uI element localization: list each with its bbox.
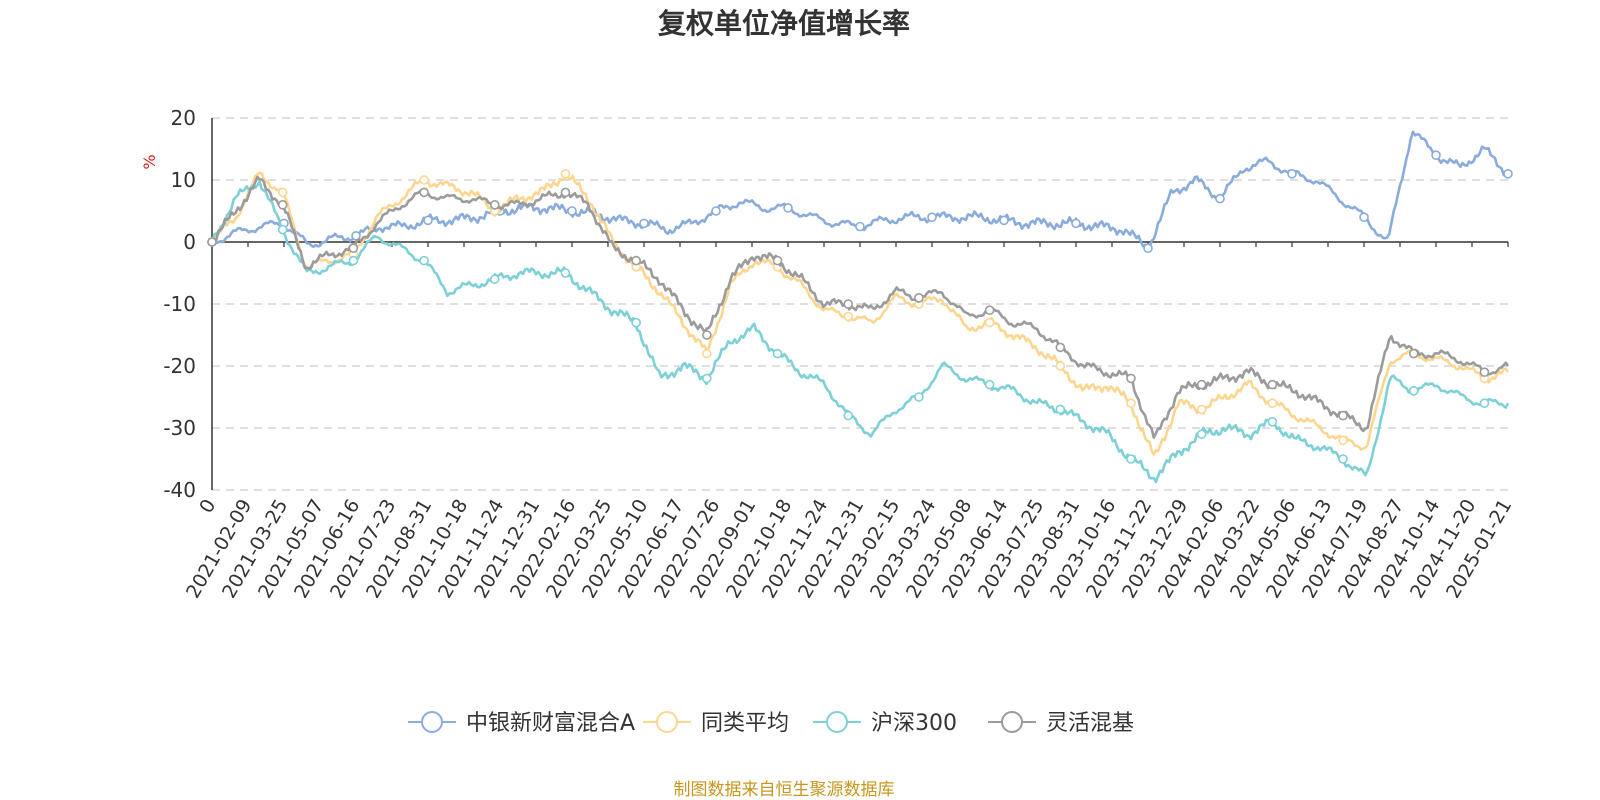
series-marker-1	[1126, 398, 1136, 409]
series-marker-3	[1196, 379, 1207, 390]
series-marker-3	[914, 292, 924, 303]
series-marker-2	[984, 379, 995, 390]
series-marker-2	[631, 317, 641, 328]
series-marker-2	[277, 224, 288, 235]
series-marker-1	[277, 187, 288, 198]
y-tick-label: -40	[163, 478, 196, 502]
series-marker-0	[1215, 193, 1225, 204]
series-marker-2	[489, 274, 500, 285]
series-marker-3	[702, 330, 712, 340]
legend-marker-icon	[826, 711, 848, 733]
series-marker-0	[1431, 150, 1441, 160]
legend-item-3[interactable]: 灵活混基	[988, 711, 1134, 736]
series-line-3	[211, 175, 1510, 439]
series-marker-3	[631, 255, 641, 266]
legend-item-2[interactable]: 沪深300	[813, 711, 957, 736]
series-marker-0	[927, 212, 937, 222]
series-line-2	[210, 180, 1510, 484]
series-marker-1	[702, 348, 712, 359]
y-tick-label: -30	[163, 416, 196, 440]
series-marker-0	[855, 221, 865, 232]
y-tick-label: 10	[171, 168, 196, 192]
series-marker-2	[914, 392, 924, 402]
series-marker-0	[1503, 169, 1513, 179]
series-marker-3	[772, 255, 783, 266]
legend-label: 沪深300	[871, 711, 957, 736]
series-marker-3	[1408, 348, 1419, 359]
y-tick-label: -20	[163, 354, 196, 378]
series-marker-2	[1267, 416, 1278, 427]
series-marker-3	[843, 299, 854, 309]
y-tick-label: 20	[171, 106, 196, 130]
legend-marker-icon	[421, 711, 443, 733]
series-marker-0	[1359, 212, 1369, 222]
series-line-0	[211, 130, 1509, 253]
series-marker-0	[567, 206, 577, 216]
series-marker-2	[1126, 454, 1136, 464]
series-marker-0	[1287, 169, 1297, 179]
y-tick-label: -10	[163, 292, 196, 316]
series-marker-3	[348, 243, 359, 253]
series-marker-1	[419, 175, 429, 185]
legend[interactable]: 中银新财富混合A 同类平均 沪深300 灵活混基	[408, 711, 1134, 736]
series-marker-0	[351, 231, 361, 241]
series-marker-3	[419, 187, 429, 198]
series-marker-2	[1055, 404, 1066, 415]
legend-marker-icon	[656, 711, 678, 733]
series-marker-0	[1071, 218, 1081, 229]
legend-item-1[interactable]: 同类平均	[643, 711, 789, 736]
series-marker-1	[1338, 435, 1348, 446]
series-marker-3	[560, 187, 571, 198]
chart-title: 复权单位净值增长率	[658, 7, 910, 40]
series-marker-2	[772, 348, 783, 359]
series-marker-3	[277, 200, 288, 210]
y-axis-unit: %	[140, 154, 159, 169]
series-marker-2	[1408, 385, 1419, 396]
series-marker-0	[1143, 243, 1153, 253]
series-line-1	[211, 171, 1510, 456]
series-marker-1	[560, 169, 571, 179]
y-tick-label: 0	[183, 230, 196, 254]
series-marker-2	[348, 255, 359, 266]
series-marker-2	[419, 255, 429, 266]
legend-marker-icon	[1001, 711, 1023, 733]
series-lines	[207, 130, 1513, 484]
x-tick-labels: 02021-02-092021-03-252021-05-072021-06-1…	[182, 496, 1516, 603]
series-marker-1	[1196, 404, 1207, 415]
series-marker-1	[1267, 398, 1278, 409]
series-marker-1	[1055, 361, 1066, 371]
series-marker-0	[999, 215, 1009, 226]
series-marker-2	[1196, 429, 1207, 440]
x-tick-label: 0	[195, 496, 220, 517]
series-marker-0	[423, 215, 433, 226]
series-marker-3	[1055, 342, 1066, 353]
legend-label: 灵活混基	[1046, 711, 1134, 736]
legend-item-0[interactable]: 中银新财富混合A	[408, 711, 635, 736]
series-marker-0	[711, 206, 721, 216]
legend-label: 中银新财富混合A	[466, 711, 635, 736]
series-marker-3	[984, 305, 995, 316]
series-marker-0	[783, 203, 793, 213]
series-marker-2	[1479, 398, 1490, 409]
series-marker-2	[843, 410, 854, 421]
grid-lines	[212, 117, 1508, 491]
series-marker-1	[984, 317, 995, 328]
series-marker-2	[560, 268, 571, 278]
series-marker-0	[639, 218, 649, 229]
series-marker-3	[1338, 410, 1348, 421]
series-marker-2	[1338, 454, 1348, 464]
series-marker-2	[702, 373, 712, 384]
y-tick-labels: 20 10 0 -10 -20 -30 -40	[163, 106, 196, 502]
legend-label: 同类平均	[701, 711, 789, 736]
series-marker-3	[207, 237, 217, 247]
series-marker-3	[1479, 367, 1490, 378]
series-marker-3	[1267, 379, 1278, 390]
series-marker-3	[1126, 373, 1136, 384]
source-note: 制图数据来自恒生聚源数据库	[674, 780, 895, 800]
series-marker-1	[843, 311, 854, 322]
series-marker-3	[489, 200, 500, 210]
